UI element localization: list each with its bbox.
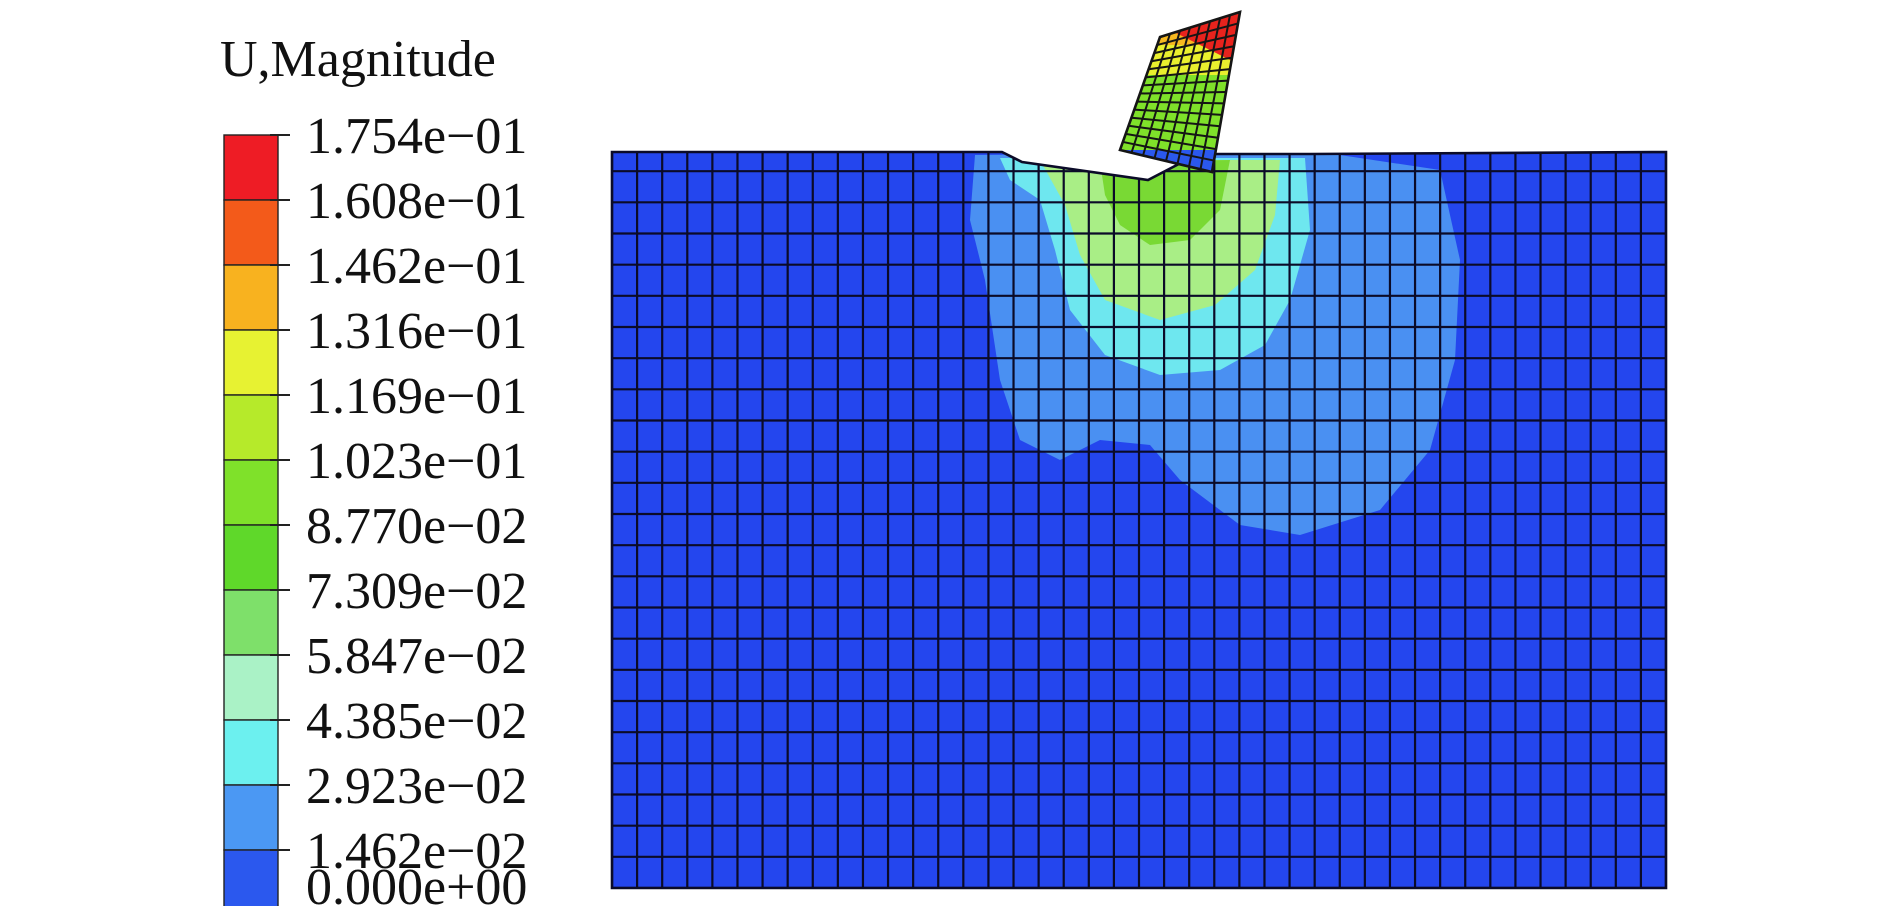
workpiece-outline xyxy=(610,150,1668,890)
tool-mesh-line xyxy=(1137,100,1225,105)
legend-swatch-7 xyxy=(223,589,279,656)
legend-label-11: 1.462e−02 xyxy=(306,823,527,880)
legend-swatch-11 xyxy=(223,849,279,906)
legend-swatch-10 xyxy=(223,784,279,851)
mesh-grid-lines xyxy=(612,152,1666,888)
legend-label-4: 1.169e−01 xyxy=(306,368,527,425)
legend-label-5: 1.023e−01 xyxy=(306,433,527,490)
tool-mesh-line xyxy=(1156,22,1239,47)
legend: U,Magnitude 1.754e−01 1.608e−01 1.462e−0… xyxy=(220,31,527,906)
tool-mesh-line xyxy=(1148,56,1233,71)
legend-label-3: 1.316e−01 xyxy=(306,303,527,360)
legend-swatch-6 xyxy=(223,524,279,591)
legend-label-12: 0.000e+00 xyxy=(306,859,527,906)
legend-swatch-9 xyxy=(223,719,279,786)
tool-mesh-line xyxy=(1125,132,1217,151)
legend-label-10: 2.923e−02 xyxy=(306,758,527,815)
legend-swatch-0 xyxy=(223,134,279,201)
legend-color-bar xyxy=(223,134,290,906)
legend-label-0: 1.754e−01 xyxy=(306,108,527,165)
legend-swatch-2 xyxy=(223,264,279,331)
tool-mesh-line xyxy=(1139,91,1227,95)
tool-mesh-line xyxy=(1128,124,1219,139)
tool-mesh-line xyxy=(1142,79,1229,87)
tool-mesh-line xyxy=(1145,68,1231,79)
legend-label-1: 1.608e−01 xyxy=(306,173,527,230)
legend-label-6: 8.770e−02 xyxy=(306,498,527,555)
legend-swatch-3 xyxy=(223,329,279,396)
legend-label-8: 5.847e−02 xyxy=(306,628,527,685)
legend-swatch-5 xyxy=(223,459,279,526)
tool-mesh-line xyxy=(1134,108,1223,116)
legend-label-9: 4.385e−02 xyxy=(306,693,527,750)
tool-mesh-line xyxy=(1122,140,1215,162)
tool-mesh-line xyxy=(1131,116,1221,128)
legend-label-2: 1.462e−01 xyxy=(306,238,527,295)
legend-title: U,Magnitude xyxy=(220,31,496,88)
tool-mesh-line xyxy=(1154,33,1237,55)
legend-swatch-4 xyxy=(223,394,279,461)
legend-swatch-1 xyxy=(223,199,279,266)
workpiece-mesh xyxy=(610,150,1668,890)
legend-labels: 1.754e−01 1.608e−01 1.462e−01 1.316e−01 … xyxy=(306,108,527,906)
legend-label-7: 7.309e−02 xyxy=(306,563,527,620)
legend-swatch-8 xyxy=(223,654,279,721)
tool-mesh-line xyxy=(1151,45,1235,63)
tool-outline xyxy=(1118,10,1242,174)
